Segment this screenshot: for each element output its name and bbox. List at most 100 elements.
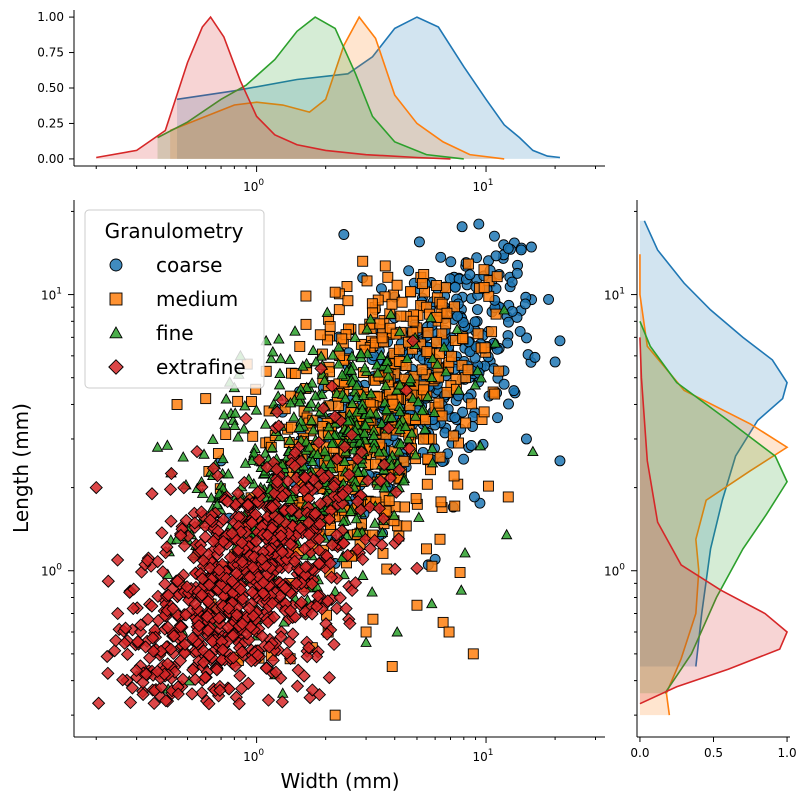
data-point-extrafine <box>284 503 299 517</box>
legend-label-coarse: coarse <box>156 253 222 277</box>
data-point-extrafine <box>151 554 165 569</box>
data-point-medium <box>418 433 429 445</box>
data-point-medium <box>329 709 341 721</box>
top-density-fill-coarse <box>177 17 560 159</box>
data-point-extrafine <box>190 444 204 459</box>
data-point-extrafine <box>261 693 276 707</box>
data-point-extrafine <box>330 528 344 542</box>
data-point-fine <box>393 445 405 456</box>
data-point-coarse <box>511 267 523 279</box>
data-point-extrafine <box>212 543 226 557</box>
data-point-extrafine <box>290 679 305 693</box>
data-point-fine <box>303 441 316 452</box>
right-x-tick-label: 0.5 <box>704 746 723 760</box>
data-point-fine <box>455 584 468 595</box>
data-point-extrafine <box>244 654 258 668</box>
data-point-extrafine <box>176 672 190 686</box>
data-point-fine <box>373 446 385 457</box>
data-point-fine <box>368 442 380 453</box>
data-point-medium <box>376 332 388 344</box>
data-point-extrafine <box>260 528 275 542</box>
data-point-medium <box>462 364 474 376</box>
data-point-extrafine <box>205 634 220 648</box>
data-point-extrafine <box>242 601 256 615</box>
data-point-coarse <box>458 453 470 465</box>
data-point-fine <box>218 409 230 420</box>
data-point-medium <box>232 395 244 407</box>
data-point-extrafine <box>195 686 209 700</box>
data-point-extrafine <box>164 466 179 481</box>
data-point-fine <box>393 325 406 337</box>
data-point-fine <box>425 311 437 323</box>
data-point-extrafine <box>167 629 181 643</box>
data-point-medium <box>399 501 410 513</box>
data-point-coarse <box>498 378 510 390</box>
data-point-extrafine <box>235 536 249 550</box>
data-point-extrafine <box>275 489 290 503</box>
data-point-extrafine <box>302 640 316 655</box>
data-point-extrafine <box>265 596 279 610</box>
data-point-extrafine <box>274 529 288 543</box>
data-point-medium <box>357 255 369 267</box>
data-point-extrafine <box>202 578 216 592</box>
data-point-fine <box>322 429 335 441</box>
data-point-extrafine <box>363 500 377 514</box>
right-y-tick-label: 100 <box>604 563 625 579</box>
data-point-coarse <box>508 385 520 397</box>
data-point-extrafine <box>293 521 307 535</box>
data-point-extrafine <box>316 401 330 416</box>
data-point-extrafine <box>313 517 327 531</box>
data-point-extrafine <box>195 572 210 586</box>
data-point-extrafine <box>223 550 238 565</box>
data-point-extrafine <box>399 383 414 397</box>
data-point-fine <box>336 368 348 380</box>
data-point-extrafine <box>288 459 302 473</box>
data-point-extrafine <box>111 606 125 621</box>
x-tick-label: 100 <box>243 748 264 764</box>
top-density-line-extrafine <box>96 15 451 160</box>
data-point-extrafine <box>220 494 235 509</box>
data-point-extrafine <box>91 696 106 710</box>
legend-label-extrafine: extrafine <box>156 355 246 379</box>
data-point-extrafine <box>117 636 132 650</box>
data-point-coarse <box>488 230 500 242</box>
data-point-fine <box>359 419 372 430</box>
data-point-medium <box>491 271 503 283</box>
data-point-medium <box>421 543 432 555</box>
data-point-fine <box>326 437 338 448</box>
data-point-medium <box>374 318 386 330</box>
data-point-fine <box>421 390 434 402</box>
top-density-line-coarse <box>176 16 561 159</box>
top-y-tick-label: 0.25 <box>37 116 64 130</box>
data-point-medium <box>426 560 438 572</box>
data-point-medium <box>433 397 445 409</box>
data-point-extrafine <box>201 623 215 638</box>
data-point-extrafine <box>237 475 251 490</box>
data-point-extrafine <box>259 661 274 675</box>
data-point-extrafine <box>350 542 365 557</box>
legend-marker-fine <box>109 326 123 339</box>
data-point-medium <box>382 271 394 283</box>
data-point-fine <box>284 493 296 505</box>
data-point-fine <box>365 387 377 399</box>
data-point-fine <box>250 404 263 415</box>
data-point-fine <box>391 384 403 395</box>
data-point-extrafine <box>348 576 363 590</box>
data-point-fine <box>350 512 363 524</box>
data-point-fine <box>474 439 487 451</box>
data-point-fine <box>228 419 241 431</box>
data-point-coarse <box>435 251 447 263</box>
data-point-fine <box>306 455 319 466</box>
data-point-fine <box>273 378 286 390</box>
data-point-coarse <box>338 229 350 240</box>
data-point-extrafine <box>174 528 188 543</box>
data-point-extrafine <box>180 580 194 594</box>
data-point-extrafine <box>372 501 386 516</box>
y-tick-label: 100 <box>41 563 62 579</box>
data-point-fine <box>305 414 318 426</box>
data-point-extrafine <box>309 650 324 664</box>
y-axis-label: Length (mm) <box>9 403 33 533</box>
data-point-extrafine <box>275 393 290 407</box>
data-point-extrafine <box>302 527 316 542</box>
data-point-fine <box>351 526 364 538</box>
